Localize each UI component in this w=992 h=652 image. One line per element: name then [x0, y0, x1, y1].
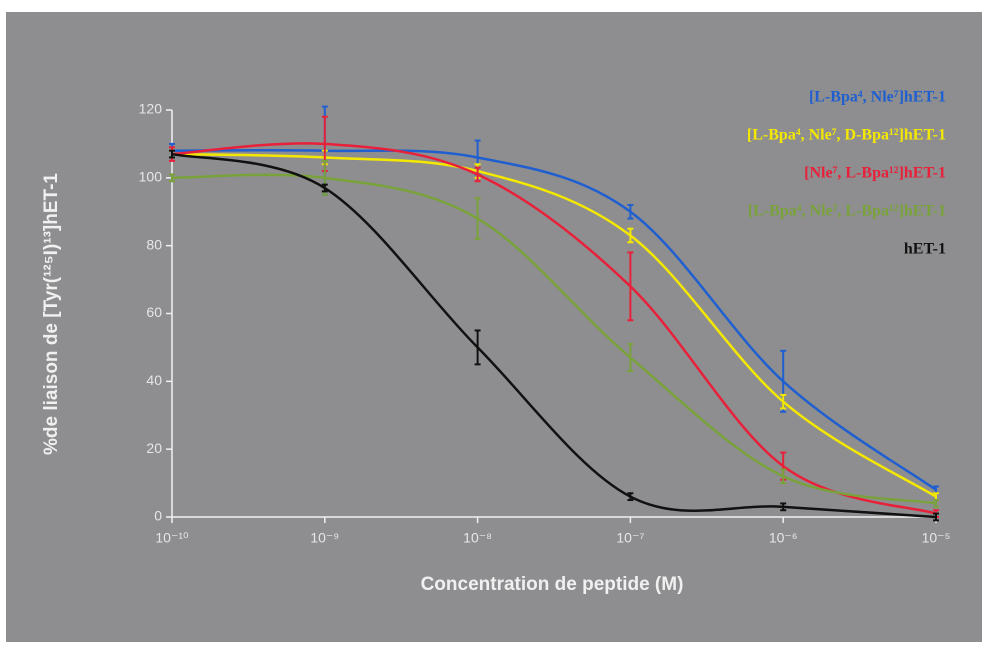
legend-entry: [L-Bpa⁴, Nle⁷, D-Bpa¹²]hET-1	[747, 127, 946, 144]
legend-entry: hET-1	[904, 241, 946, 258]
curve	[171, 148, 937, 491]
x-tick-label: 10⁻⁶	[769, 530, 798, 546]
error-bar	[474, 197, 481, 240]
legend-entry: [L-Bpa⁴, Nle⁷]hET-1	[809, 89, 946, 106]
error-bar	[933, 499, 939, 508]
error-bar	[474, 329, 481, 366]
error-bar	[780, 502, 787, 512]
legend-entry: [L-Bpa⁴, Nle⁷, L-Bpa¹²]hET-1	[748, 203, 946, 220]
y-tick-label: 60	[146, 304, 162, 320]
background	[6, 12, 982, 642]
x-tick-label: 10⁻⁹	[310, 530, 339, 546]
error-bar	[627, 251, 634, 322]
y-tick-label: 100	[139, 169, 163, 185]
curve	[171, 152, 937, 498]
y-tick-label: 120	[139, 101, 163, 117]
x-tick-label: 10⁻⁵	[922, 530, 951, 546]
x-axis-label: Concentration de peptide (M)	[421, 574, 684, 595]
x-tick-label: 10⁻⁷	[616, 530, 644, 546]
error-bar	[627, 492, 634, 502]
y-tick-label: 40	[146, 372, 162, 388]
curve	[171, 152, 937, 519]
error-bar	[627, 227, 634, 244]
error-bar	[627, 343, 634, 373]
y-tick-label: 0	[154, 508, 162, 524]
error-bar	[780, 393, 787, 410]
legend-entry: [Nle⁷, L-Bpa¹²]hET-1	[804, 165, 946, 182]
error-bar	[321, 183, 328, 193]
y-axis-label: %de liaison de [Tyr(¹²⁵I)¹³]hET-1	[41, 173, 62, 455]
error-bar	[933, 512, 939, 522]
y-tick-label: 80	[146, 236, 162, 252]
error-bar	[169, 173, 175, 183]
y-tick-label: 20	[146, 440, 162, 456]
error-bar	[169, 149, 175, 159]
error-bar	[780, 468, 787, 485]
curve	[171, 173, 937, 505]
error-bar	[474, 166, 481, 183]
x-tick-label: 10⁻⁸	[463, 530, 492, 546]
curve	[171, 142, 937, 515]
x-tick-label: 10⁻¹⁰	[155, 530, 189, 546]
error-bar	[627, 203, 634, 220]
